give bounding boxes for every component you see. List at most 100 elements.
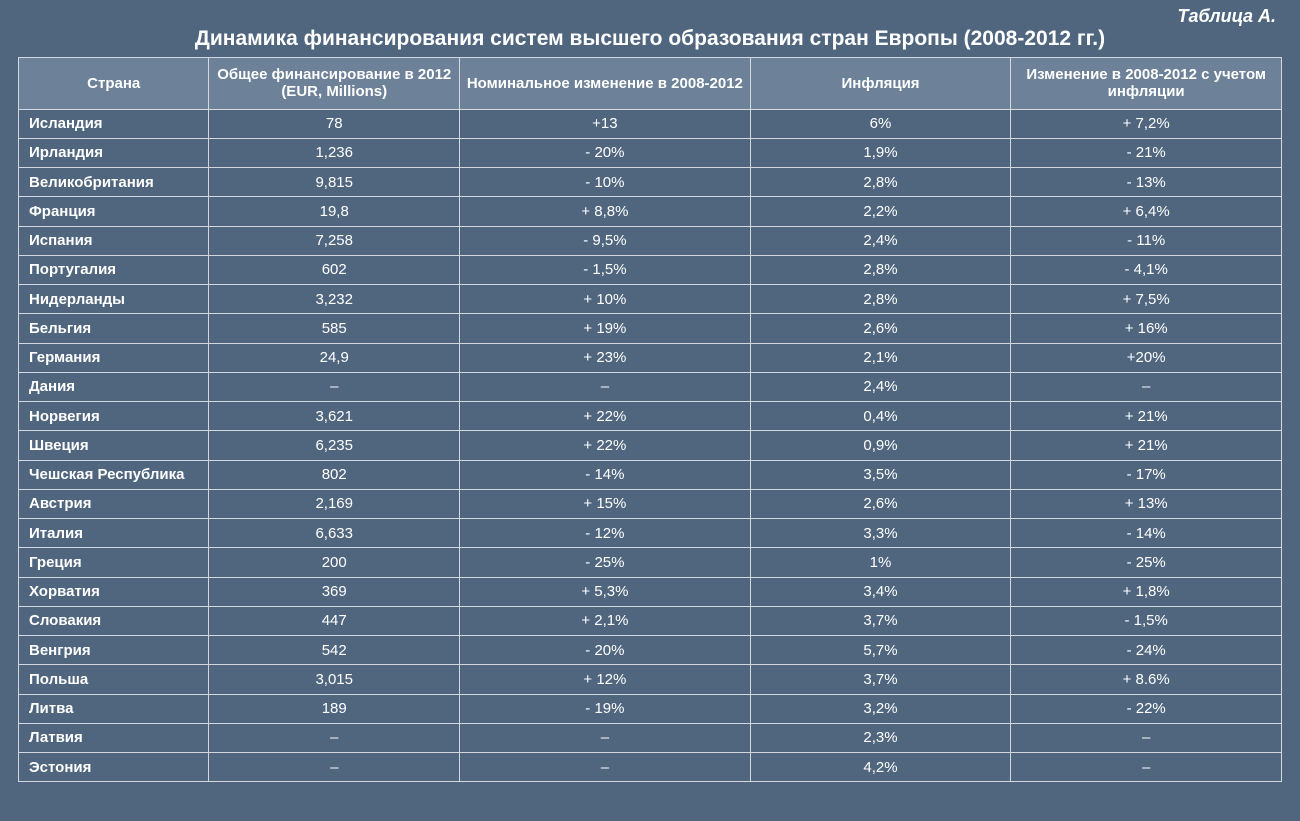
cell-value: 3,7% — [750, 665, 1011, 694]
col-header-inflation: Инфляция — [750, 58, 1011, 110]
cell-value: 2,1% — [750, 343, 1011, 372]
cell-value: 9,815 — [209, 168, 460, 197]
cell-country: Австрия — [19, 489, 209, 518]
cell-value: + 6,4% — [1011, 197, 1282, 226]
cell-value: + 8,8% — [460, 197, 751, 226]
cell-value: – — [1011, 372, 1282, 401]
cell-value: – — [209, 723, 460, 752]
cell-value: 2,6% — [750, 489, 1011, 518]
cell-country: Ирландия — [19, 138, 209, 167]
cell-country: Венгрия — [19, 636, 209, 665]
cell-value: + 1,8% — [1011, 577, 1282, 606]
cell-value: + 19% — [460, 314, 751, 343]
page-container: Таблица А. Динамика финансирования систе… — [0, 0, 1300, 794]
cell-value: + 21% — [1011, 431, 1282, 460]
cell-country: Эстония — [19, 753, 209, 782]
cell-value: + 22% — [460, 431, 751, 460]
cell-value: 2,4% — [750, 226, 1011, 255]
cell-value: - 14% — [1011, 519, 1282, 548]
cell-value: - 13% — [1011, 168, 1282, 197]
cell-value: – — [1011, 723, 1282, 752]
cell-value: 3,621 — [209, 402, 460, 431]
cell-value: - 25% — [1011, 548, 1282, 577]
cell-value: - 17% — [1011, 460, 1282, 489]
table-row: Португалия602- 1,5%2,8%- 4,1% — [19, 255, 1282, 284]
cell-country: Латвия — [19, 723, 209, 752]
cell-value: 602 — [209, 255, 460, 284]
col-header-country: Страна — [19, 58, 209, 110]
cell-value: + 8.6% — [1011, 665, 1282, 694]
cell-value: 3,7% — [750, 606, 1011, 635]
col-header-funding: Общее финансирование в 2012 (EUR, Millio… — [209, 58, 460, 110]
cell-value: - 25% — [460, 548, 751, 577]
cell-value: 4,2% — [750, 753, 1011, 782]
cell-value: 189 — [209, 694, 460, 723]
cell-value: - 10% — [460, 168, 751, 197]
table-row: Бельгия585+ 19%2,6%+ 16% — [19, 314, 1282, 343]
cell-value: - 1,5% — [1011, 606, 1282, 635]
cell-value: - 20% — [460, 138, 751, 167]
cell-value: 2,6% — [750, 314, 1011, 343]
table-label: Таблица А. — [18, 6, 1276, 27]
cell-value: 3,015 — [209, 665, 460, 694]
col-header-real: Изменение в 2008-2012 с учетом инфляции — [1011, 58, 1282, 110]
cell-value: - 11% — [1011, 226, 1282, 255]
cell-value: + 2,1% — [460, 606, 751, 635]
cell-value: + 5,3% — [460, 577, 751, 606]
table-row: Чешская Республика802- 14%3,5%- 17% — [19, 460, 1282, 489]
cell-value: 3,4% — [750, 577, 1011, 606]
table-row: Венгрия542- 20%5,7%- 24% — [19, 636, 1282, 665]
cell-country: Хорватия — [19, 577, 209, 606]
cell-value: 3,3% — [750, 519, 1011, 548]
cell-value: 369 — [209, 577, 460, 606]
table-row: Литва189- 19%3,2%- 22% — [19, 694, 1282, 723]
cell-country: Италия — [19, 519, 209, 548]
table-row: Хорватия369+ 5,3%3,4%+ 1,8% — [19, 577, 1282, 606]
cell-country: Словакия — [19, 606, 209, 635]
cell-value: 2,169 — [209, 489, 460, 518]
cell-value: 3,2% — [750, 694, 1011, 723]
cell-value: - 20% — [460, 636, 751, 665]
table-row: Норвегия3,621+ 22%0,4%+ 21% — [19, 402, 1282, 431]
table-row: Польша3,015+ 12%3,7%+ 8.6% — [19, 665, 1282, 694]
cell-value: - 22% — [1011, 694, 1282, 723]
cell-value: - 12% — [460, 519, 751, 548]
cell-value: + 21% — [1011, 402, 1282, 431]
table-row: Дания––2,4%– — [19, 372, 1282, 401]
cell-country: Греция — [19, 548, 209, 577]
cell-value: - 21% — [1011, 138, 1282, 167]
table-row: Великобритания9,815- 10%2,8%- 13% — [19, 168, 1282, 197]
cell-value: – — [209, 372, 460, 401]
cell-value: 1,236 — [209, 138, 460, 167]
cell-value: + 12% — [460, 665, 751, 694]
table-row: Словакия447+ 2,1%3,7%- 1,5% — [19, 606, 1282, 635]
cell-value: 585 — [209, 314, 460, 343]
cell-value: – — [460, 372, 751, 401]
table-row: Швеция6,235+ 22%0,9%+ 21% — [19, 431, 1282, 460]
cell-value: 542 — [209, 636, 460, 665]
cell-value: 2,8% — [750, 255, 1011, 284]
cell-country: Нидерланды — [19, 285, 209, 314]
cell-country: Португалия — [19, 255, 209, 284]
cell-value: + 16% — [1011, 314, 1282, 343]
col-header-nominal: Номинальное изменение в 2008-2012 — [460, 58, 751, 110]
cell-value: 200 — [209, 548, 460, 577]
cell-value: 2,8% — [750, 168, 1011, 197]
cell-value: + 10% — [460, 285, 751, 314]
cell-value: 78 — [209, 109, 460, 138]
cell-country: Дания — [19, 372, 209, 401]
cell-country: Исландия — [19, 109, 209, 138]
cell-value: 0,4% — [750, 402, 1011, 431]
cell-value: + 7,2% — [1011, 109, 1282, 138]
cell-value: 1,9% — [750, 138, 1011, 167]
cell-value: 19,8 — [209, 197, 460, 226]
cell-value: - 9,5% — [460, 226, 751, 255]
cell-value: 0,9% — [750, 431, 1011, 460]
cell-value: – — [460, 753, 751, 782]
cell-value: +20% — [1011, 343, 1282, 372]
cell-country: Литва — [19, 694, 209, 723]
table-row: Франция19,8+ 8,8%2,2%+ 6,4% — [19, 197, 1282, 226]
cell-value: 6% — [750, 109, 1011, 138]
cell-value: 5,7% — [750, 636, 1011, 665]
cell-value: – — [1011, 753, 1282, 782]
